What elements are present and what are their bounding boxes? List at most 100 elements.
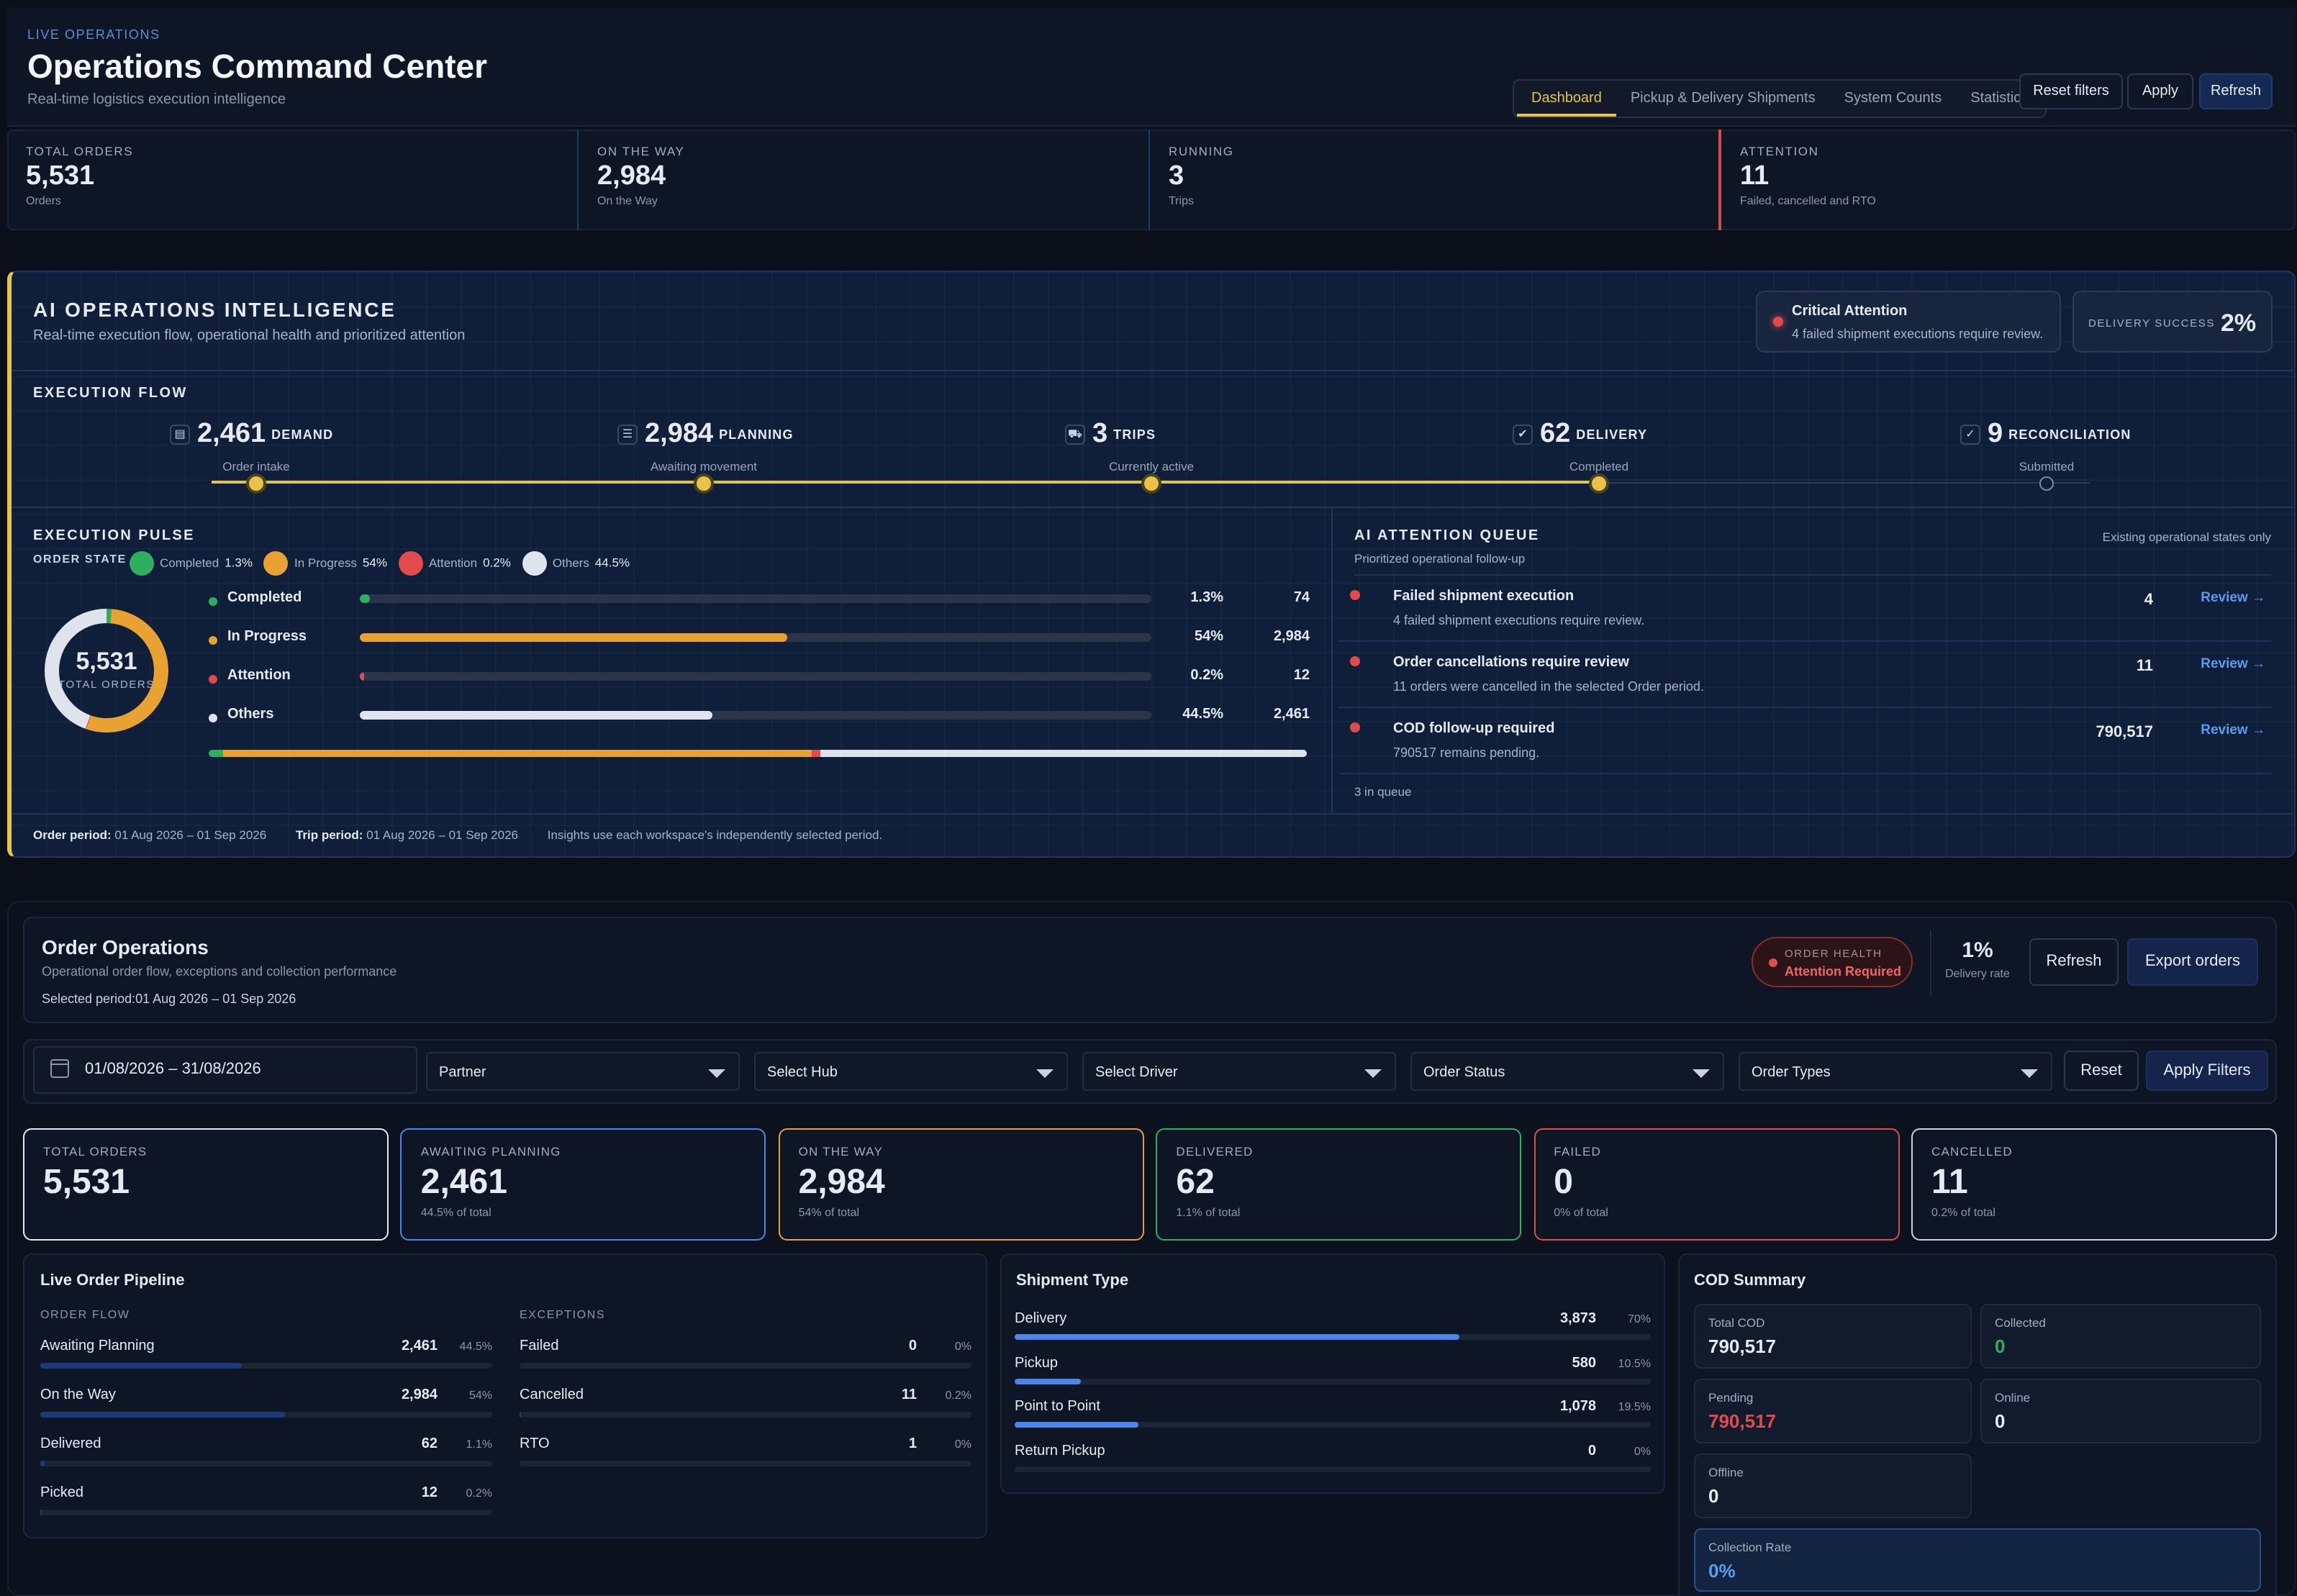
row-bar: [1015, 1334, 1651, 1340]
row-bar: [520, 1412, 971, 1418]
state-pct: 0.2%: [1190, 668, 1223, 684]
refresh-button[interactable]: Refresh: [2199, 73, 2273, 109]
tab-dashboard[interactable]: Dashboard: [1517, 81, 1616, 117]
alert-dot-icon: [1773, 317, 1783, 327]
donut-slice-others: [45, 609, 168, 733]
review-link[interactable]: Review →: [2201, 722, 2265, 738]
kpi-sub: Orders: [26, 194, 61, 207]
stage-head: ⛟ 3 TRIPS: [1065, 419, 1324, 450]
divider: [1331, 507, 1333, 813]
queue-item-title: COD follow-up required: [1393, 721, 1555, 737]
kpi-label: ON THE WAY: [798, 1144, 884, 1159]
exceptions-label: EXCEPTIONS: [520, 1308, 606, 1321]
row-bar: [40, 1461, 492, 1466]
section-title: Order Operations: [42, 935, 209, 958]
state-bar-fill: [360, 594, 371, 603]
kpi-sub: Failed, cancelled and RTO: [1740, 194, 1876, 207]
date-range-picker[interactable]: 01/08/2026 – 31/08/2026: [33, 1046, 417, 1094]
row-name: Return Pickup: [1015, 1443, 1105, 1459]
stage-head: ☰ 2,984 PLANNING: [617, 419, 876, 450]
live-order-pipeline-card: Live Order Pipeline ORDER FLOW EXCEPTION…: [23, 1253, 987, 1538]
apply-button[interactable]: Apply: [2127, 73, 2193, 109]
legend-swatch: [522, 551, 547, 576]
cod-value: 0: [1995, 1410, 2006, 1432]
row-bar: [520, 1461, 971, 1466]
driver-select[interactable]: Select Driver: [1082, 1052, 1396, 1091]
orders-refresh-button[interactable]: Refresh: [2029, 938, 2119, 986]
tab-system-counts[interactable]: System Counts: [1844, 91, 1942, 106]
divider: [1930, 930, 1931, 996]
queue-item-value: 4: [2144, 591, 2153, 609]
hub-select[interactable]: Select Hub: [754, 1052, 1068, 1091]
review-link[interactable]: Review →: [2201, 656, 2265, 672]
period-label: Selected period:: [42, 992, 136, 1006]
state-dot: [209, 597, 217, 606]
calendar-icon: [50, 1059, 69, 1078]
state-bar-fill: [360, 672, 365, 681]
page-title: Operations Command Center: [27, 47, 487, 85]
shipment-row-return-pickup: Return Pickup 0 0%: [1015, 1443, 1651, 1486]
row-pct: 10.5%: [1618, 1356, 1651, 1369]
flow-stage-planning[interactable]: ☰ 2,984 PLANNING Awaiting movement: [617, 419, 876, 476]
flow-stage-reconciliation[interactable]: ✓ 9 RECONCILIATION Submitted: [1960, 419, 2219, 476]
stage-sub: Currently active: [1108, 459, 1195, 473]
critical-attention-card[interactable]: Critical Attention 4 failed shipment exe…: [1756, 291, 2061, 353]
export-orders-button[interactable]: Export orders: [2127, 938, 2258, 986]
donut-label: TOTAL ORDERS: [58, 678, 155, 691]
donut-slice-in-progress: [45, 609, 168, 733]
kpi-sub: 44.5% of total: [420, 1206, 491, 1219]
cod-offline: Offline 0: [1694, 1454, 1972, 1518]
row-bar: [1015, 1378, 1651, 1384]
row-name: Delivered: [40, 1436, 101, 1452]
apply-filters-button[interactable]: Apply Filters: [2146, 1051, 2268, 1091]
order-kpi-awaiting-planning: AWAITING PLANNING 2,461 44.5% of total: [400, 1128, 766, 1241]
state-count: 2,461: [1273, 707, 1310, 722]
kpi-label: ATTENTION: [1740, 144, 1819, 158]
stack-segment: [812, 750, 821, 757]
flow-stage-delivery[interactable]: ✔ 62 DELIVERY Completed: [1513, 419, 1772, 476]
row-pct: 0%: [1634, 1444, 1651, 1457]
stage-dot: [1592, 476, 1606, 491]
row-name: On the Way: [40, 1387, 116, 1403]
state-pct: 54%: [1194, 629, 1223, 645]
hub-select-value: Select Hub: [767, 1065, 838, 1081]
flow-stage-demand[interactable]: ▤ 2,461 DEMAND Order intake: [170, 419, 429, 476]
order-kpi-cancelled: CANCELLED 11 0.2% of total: [1911, 1128, 2277, 1241]
state-dot: [209, 675, 217, 684]
order-state-stacked-bar: [209, 750, 1307, 757]
queue-item: Order cancellations require review 11 ord…: [1338, 645, 2271, 708]
stage-head: ✓ 9 RECONCILIATION: [1960, 419, 2219, 450]
stage-dot: [697, 476, 711, 491]
legend-name: Completed: [160, 555, 219, 570]
kpi-sub: 0% of total: [1554, 1206, 1608, 1219]
order-status-select[interactable]: Order Status: [1410, 1052, 1724, 1091]
pipeline-title: Live Order Pipeline: [40, 1272, 185, 1289]
order-kpi-on-the-way: ON THE WAY 2,984 54% of total: [778, 1128, 1144, 1241]
stage-label: DEMAND: [271, 427, 334, 442]
legend-name: Attention: [428, 555, 478, 570]
collection-rate-value: 0%: [1708, 1560, 1736, 1582]
stack-segment: [820, 750, 1307, 757]
row-pct: 0.2%: [945, 1389, 971, 1402]
page-subtitle: Real-time logistics execution intelligen…: [27, 92, 286, 108]
tab-pickup-delivery[interactable]: Pickup & Delivery Shipments: [1630, 91, 1816, 106]
divider: [12, 507, 2294, 508]
partner-select[interactable]: Partner: [426, 1052, 740, 1091]
row-pct: 54%: [468, 1389, 492, 1402]
queue-item-title: Failed shipment execution: [1393, 589, 1575, 604]
shipment-type-title: Shipment Type: [1016, 1272, 1129, 1289]
row-bar-fill: [1015, 1422, 1139, 1428]
state-bar-others: [360, 711, 1151, 720]
kpi-value: 0: [1554, 1163, 1573, 1202]
critical-desc: 4 failed shipment executions require rev…: [1792, 327, 2044, 341]
order-types-value: Order Types: [1752, 1065, 1831, 1081]
order-types-select[interactable]: Order Types: [1739, 1052, 2052, 1091]
stack-segment: [222, 750, 812, 757]
review-link[interactable]: Review →: [2201, 590, 2265, 606]
flow-stage-trips[interactable]: ⛟ 3 TRIPS Currently active: [1065, 419, 1324, 476]
flow-progress: [212, 481, 1598, 484]
row-value: 0: [908, 1338, 917, 1354]
filters-reset-button[interactable]: Reset: [2064, 1051, 2139, 1091]
reset-filters-button[interactable]: Reset filters: [2019, 73, 2123, 109]
tab-statistics[interactable]: Statistics: [1970, 91, 2029, 106]
